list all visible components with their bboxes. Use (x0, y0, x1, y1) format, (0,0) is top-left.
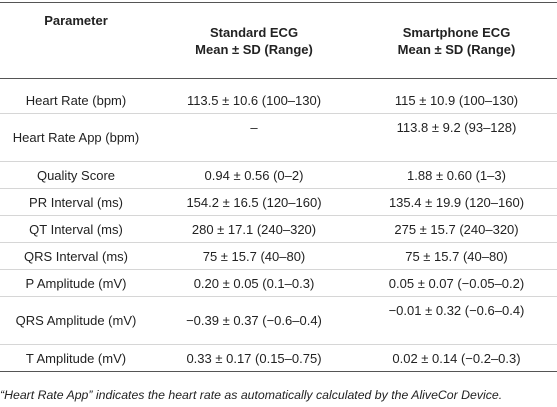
header-smartphone-line2: Mean ± SD (Range) (397, 41, 516, 57)
table-row: PR Interval (ms) 154.2 ± 16.5 (120–160) … (0, 188, 557, 216)
header-row: Parameter Standard ECG Mean ± SD (Range)… (0, 2, 557, 79)
table-row: Heart Rate (bpm) 113.5 ± 10.6 (100–130) … (0, 78, 557, 114)
table-footnote: “Heart Rate App” indicates the heart rat… (0, 388, 503, 402)
cell-standard: 154.2 ± 16.5 (120–160) (152, 188, 356, 216)
table-header: Parameter Standard ECG Mean ± SD (Range)… (0, 2, 557, 79)
table-body: Heart Rate (bpm) 113.5 ± 10.6 (100–130) … (0, 78, 557, 372)
cell-smartphone: 0.05 ± 0.07 (−0.05–0.2) (356, 269, 557, 297)
cell-parameter: QRS Interval (ms) (0, 242, 152, 270)
ecg-comparison-table: Parameter Standard ECG Mean ± SD (Range)… (0, 2, 557, 372)
cell-parameter: T Amplitude (mV) (0, 344, 152, 372)
cell-standard: 0.20 ± 0.05 (0.1–0.3) (152, 269, 356, 297)
cell-smartphone: 275 ± 15.7 (240–320) (356, 215, 557, 243)
table-row: QT Interval (ms) 280 ± 17.1 (240–320) 27… (0, 215, 557, 243)
table-row: Heart Rate App (bpm) – 113.8 ± 9.2 (93–1… (0, 113, 557, 162)
header-smartphone-ecg: Smartphone ECG Mean ± SD (Range) (356, 2, 557, 79)
cell-parameter: QRS Amplitude (mV) (0, 296, 152, 345)
cell-smartphone: 75 ± 15.7 (40–80) (356, 242, 557, 270)
cell-standard: −0.39 ± 0.37 (−0.6–0.4) (152, 296, 356, 345)
table-row: P Amplitude (mV) 0.20 ± 0.05 (0.1–0.3) 0… (0, 269, 557, 297)
header-standard-ecg: Standard ECG Mean ± SD (Range) (152, 2, 356, 79)
cell-parameter: QT Interval (ms) (0, 215, 152, 243)
cell-parameter: Heart Rate App (bpm) (0, 113, 152, 162)
cell-standard: 75 ± 15.7 (40–80) (152, 242, 356, 270)
table-row: T Amplitude (mV) 0.33 ± 0.17 (0.15–0.75)… (0, 344, 557, 372)
header-smartphone-line1: Smartphone ECG (402, 24, 511, 40)
header-standard-line2: Mean ± SD (Range) (195, 41, 313, 57)
table-row: Quality Score 0.94 ± 0.56 (0–2) 1.88 ± 0… (0, 161, 557, 189)
cell-standard: 0.94 ± 0.56 (0–2) (152, 161, 356, 189)
cell-smartphone: 113.8 ± 9.2 (93–128) (356, 113, 557, 162)
cell-standard: – (152, 113, 356, 162)
cell-smartphone: 1.88 ± 0.60 (1–3) (356, 161, 557, 189)
table-row: QRS Interval (ms) 75 ± 15.7 (40–80) 75 ±… (0, 242, 557, 270)
cell-standard: 280 ± 17.1 (240–320) (152, 215, 356, 243)
cell-smartphone: −0.01 ± 0.32 (−0.6–0.4) (356, 296, 557, 345)
cell-smartphone: 0.02 ± 0.14 (−0.2–0.3) (356, 344, 557, 372)
cell-smartphone: 115 ± 10.9 (100–130) (356, 78, 557, 114)
header-standard-line1: Standard ECG (209, 24, 299, 40)
header-parameter: Parameter (0, 2, 152, 79)
header-parameter-label: Parameter (44, 13, 108, 28)
table-row: QRS Amplitude (mV) −0.39 ± 0.37 (−0.6–0.… (0, 296, 557, 345)
cell-standard: 113.5 ± 10.6 (100–130) (152, 78, 356, 114)
cell-parameter: P Amplitude (mV) (0, 269, 152, 297)
cell-parameter: Quality Score (0, 161, 152, 189)
cell-parameter: PR Interval (ms) (0, 188, 152, 216)
cell-standard: 0.33 ± 0.17 (0.15–0.75) (152, 344, 356, 372)
cell-smartphone: 135.4 ± 19.9 (120–160) (356, 188, 557, 216)
cell-parameter: Heart Rate (bpm) (0, 78, 152, 114)
